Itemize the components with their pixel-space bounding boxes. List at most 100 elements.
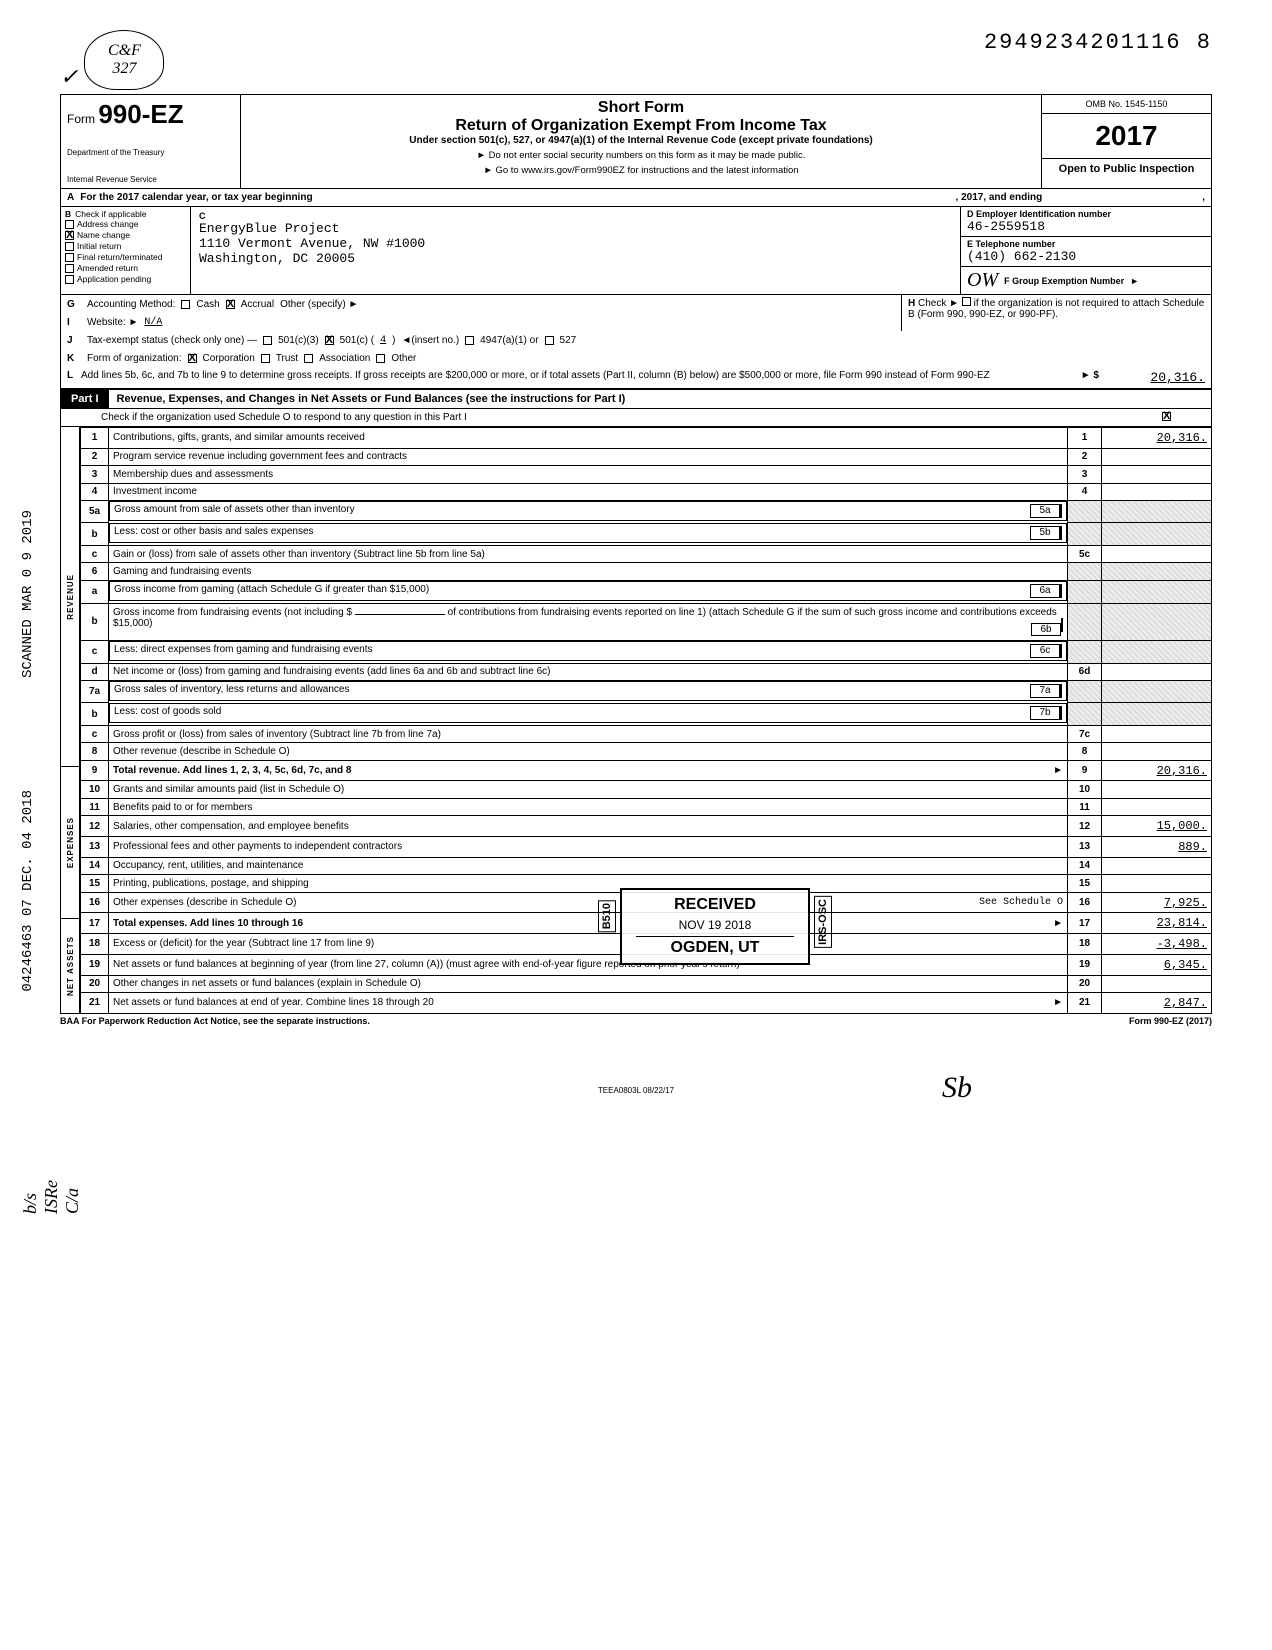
line-5c: cGain or (loss) from sale of assets othe… <box>81 545 1212 562</box>
cb-schedule-o-part1[interactable] <box>1162 412 1171 421</box>
lbl-4947: 4947(a)(1) or <box>480 335 538 346</box>
line-a-end: , <box>1202 192 1205 203</box>
row-h: H Check ► if the organization is not req… <box>902 295 1212 331</box>
footer-baa: BAA For Paperwork Reduction Act Notice, … <box>60 1016 370 1026</box>
row-g: G Accounting Method: Cash Accrual Other … <box>60 295 902 313</box>
gross-receipts-value: 20,316. <box>1105 370 1205 385</box>
footer-teea: TEEA0803L 08/22/17 <box>60 1086 1212 1095</box>
signature-initials: Sb <box>942 1071 972 1105</box>
line-11: 11Benefits paid to or for members11 <box>81 798 1212 815</box>
lbl-accrual: Accrual <box>241 299 274 310</box>
tax-year: 2017 <box>1042 114 1211 159</box>
side-revenue: REVENUE <box>66 574 75 620</box>
stamp-received-date: NOV 19 2018 <box>636 918 794 932</box>
form-header: Form 990-EZ Department of the Treasury I… <box>60 94 1212 189</box>
line-a-label: For the 2017 calendar year, or tax year … <box>80 192 312 203</box>
note-url: ► Go to www.irs.gov/Form990EZ for instru… <box>251 165 1031 176</box>
initials-text: C&F <box>108 42 141 60</box>
row-g-letter: G <box>67 299 81 310</box>
phone-value: (410) 662-2130 <box>967 249 1205 264</box>
top-header-row: ✓ C&F 327 2949234201116 8 <box>60 30 1212 90</box>
line-9: 9Total revenue. Add lines 1, 2, 3, 4, 5c… <box>81 760 1212 781</box>
line-6b: bGross income from fundraising events (n… <box>81 603 1212 640</box>
cb-accrual[interactable] <box>226 300 235 309</box>
cb-association[interactable] <box>304 354 313 363</box>
line-7b: bLess: cost of goods sold7b <box>81 703 1212 725</box>
cb-cash[interactable] <box>181 300 190 309</box>
margin-handwriting: b/s ISRe C/a <box>20 1180 83 1214</box>
line-6: 6Gaming and fundraising events <box>81 563 1212 580</box>
cb-corporation[interactable] <box>188 354 197 363</box>
col-c-letter: C <box>199 211 206 221</box>
phone-label: E Telephone number <box>967 239 1205 249</box>
form-prefix: Form <box>67 112 95 126</box>
row-h-label: Check ► <box>918 298 959 309</box>
stamp-received-text: RECEIVED <box>636 896 794 914</box>
form-number: 990-EZ <box>98 99 183 129</box>
cb-501c[interactable] <box>325 336 334 345</box>
cb-initial-return[interactable] <box>65 242 74 251</box>
row-k: K Form of organization: Corporation Trus… <box>60 349 1212 367</box>
cb-other-org[interactable] <box>376 354 385 363</box>
note-ssn: ► Do not enter social security numbers o… <box>251 150 1031 161</box>
org-addr2: Washington, DC 20005 <box>199 251 952 266</box>
side-netassets: NET ASSETS <box>66 936 75 996</box>
lbl-insert-no: ◄(insert no.) <box>401 335 459 346</box>
margin-scanned-stamp: SCANNED MAR 0 9 2019 <box>20 510 36 678</box>
cb-name-change[interactable] <box>65 231 74 240</box>
line-14: 14Occupancy, rent, utilities, and mainte… <box>81 857 1212 874</box>
line-13: 13Professional fees and other payments t… <box>81 837 1212 858</box>
dln-number: 2949234201116 8 <box>984 30 1212 55</box>
lbl-527: 527 <box>560 335 577 346</box>
lbl-amended-return: Amended return <box>77 263 138 273</box>
cb-501c3[interactable] <box>263 336 272 345</box>
col-def: D Employer Identification number 46-2559… <box>961 207 1211 294</box>
lbl-final-return: Final return/terminated <box>77 252 163 262</box>
org-addr1: 1110 Vermont Avenue, NW #1000 <box>199 236 952 251</box>
line-5b: bLess: cost or other basis and sales exp… <box>81 523 1212 545</box>
cb-application-pending[interactable] <box>65 275 74 284</box>
line-2: 2Program service revenue including gover… <box>81 448 1212 465</box>
501c-insert-no: 4 <box>380 335 386 346</box>
ein-label: D Employer Identification number <box>967 209 1205 219</box>
lbl-trust: Trust <box>276 353 298 364</box>
line-8: 8Other revenue (describe in Schedule O)8 <box>81 743 1212 760</box>
header-right: OMB No. 1545-1150 2017 Open to Public In… <box>1041 95 1211 188</box>
lbl-cash: Cash <box>196 299 219 310</box>
received-stamp: RECEIVED NOV 19 2018 OGDEN, UT B510 IRS-… <box>620 888 810 965</box>
dept-irs: Internal Revenue Service <box>67 175 234 184</box>
row-i: I Website: ► N/A <box>60 313 902 331</box>
part1-title: Revenue, Expenses, and Changes in Net As… <box>109 390 1211 408</box>
lbl-corporation: Corporation <box>203 353 255 364</box>
cb-final-return[interactable] <box>65 253 74 262</box>
group-exemption-arrow: ► <box>1130 276 1139 286</box>
lbl-association: Association <box>319 353 370 364</box>
group-exemption-label: F Group Exemption Number <box>1004 276 1124 286</box>
title-return: Return of Organization Exempt From Incom… <box>251 117 1031 135</box>
omb-number: OMB No. 1545-1150 <box>1042 95 1211 114</box>
dept-treasury: Department of the Treasury <box>67 148 234 157</box>
cb-address-change[interactable] <box>65 220 74 229</box>
cb-trust[interactable] <box>261 354 270 363</box>
row-h-letter: H <box>908 298 915 309</box>
row-j-label: Tax-exempt status (check only one) — <box>87 335 257 346</box>
cb-schedule-b[interactable] <box>962 297 971 306</box>
part1-checknote-row: Check if the organization used Schedule … <box>60 409 1212 427</box>
lbl-501c3: 501(c)(3) <box>278 335 319 346</box>
col-b-letter: B <box>65 209 71 219</box>
row-i-letter: I <box>67 317 81 328</box>
cb-amended-return[interactable] <box>65 264 74 273</box>
stamp-irs-osc: IRS-OSC <box>814 896 832 948</box>
cb-527[interactable] <box>545 336 554 345</box>
lbl-initial-return: Initial return <box>77 241 121 251</box>
header-center: Short Form Return of Organization Exempt… <box>241 95 1041 188</box>
row-g-label: Accounting Method: <box>87 299 175 310</box>
line-4: 4Investment income4 <box>81 483 1212 500</box>
form-990ez-page: SCANNED MAR 0 9 2019 04246463 07 DEC. 04… <box>60 30 1212 1095</box>
cb-4947[interactable] <box>465 336 474 345</box>
row-i-label: Website: ► <box>87 317 138 328</box>
part1-header: Part I Revenue, Expenses, and Changes in… <box>60 389 1212 409</box>
line-6d: dNet income or (loss) from gaming and fu… <box>81 663 1212 680</box>
line-a-mid: , 2017, and ending <box>956 192 1043 203</box>
initials-num: 327 <box>112 60 136 78</box>
